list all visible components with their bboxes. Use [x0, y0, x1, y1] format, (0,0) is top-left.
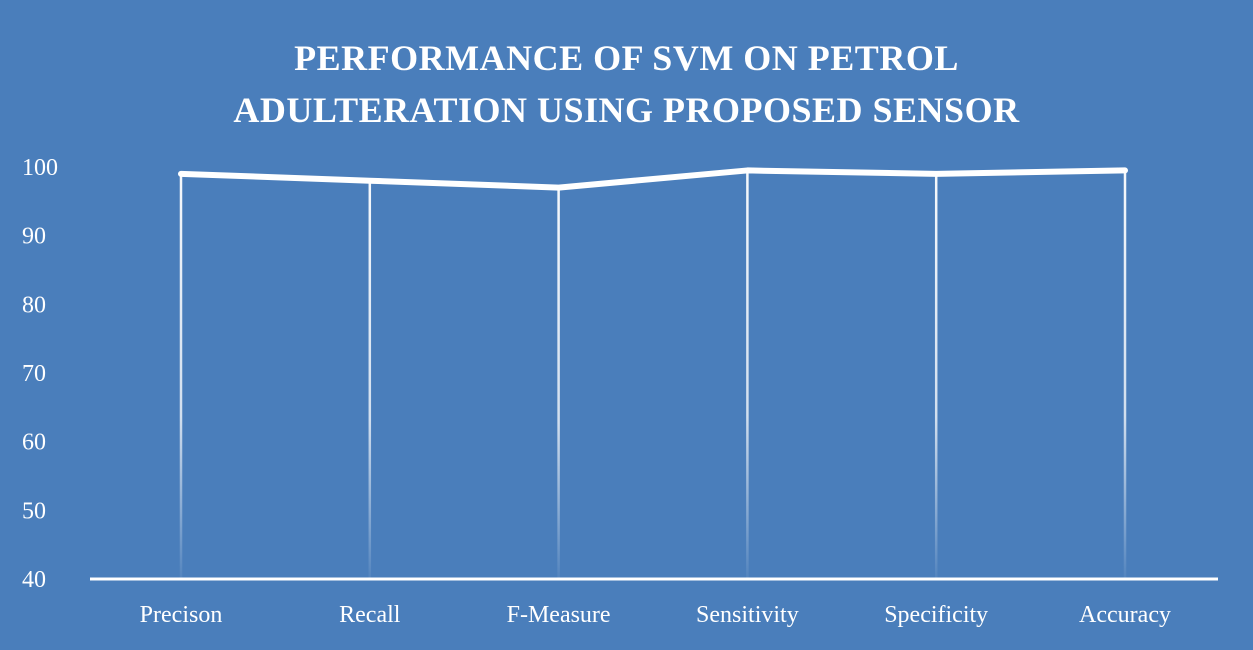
x-category-label: Accuracy [1079, 602, 1171, 628]
chart-title-line-2: ADULTERATION USING PROPOSED SENSOR [233, 90, 1020, 130]
chart-title: PERFORMANCE OF SVM ON PETROL ADULTERATIO… [0, 32, 1253, 136]
x-category-label: F-Measure [507, 602, 611, 628]
x-category-label: Specificity [884, 602, 988, 628]
y-tick-label: 90 [22, 224, 46, 250]
series-line [178, 167, 1128, 191]
x-category-label: Sensitivity [696, 602, 799, 628]
y-tick-label: 60 [22, 430, 46, 456]
x-category-label: Recall [339, 602, 401, 628]
x-category-label: Precison [140, 602, 223, 628]
y-tick-label: 40 [22, 567, 46, 593]
y-tick-label: 80 [22, 292, 46, 318]
y-tick-label: 50 [22, 498, 46, 524]
y-tick-label: 70 [22, 361, 46, 387]
x-axis: Precison Recall F-Measure Sensitivity Specif… [140, 602, 1171, 628]
y-tick-label: 100 [22, 155, 58, 181]
drop-lines [179, 170, 1127, 580]
chart-title-line-1: PERFORMANCE OF SVM ON PETROL [294, 38, 959, 78]
y-axis: 40 50 60 70 80 90 100 [22, 155, 58, 593]
